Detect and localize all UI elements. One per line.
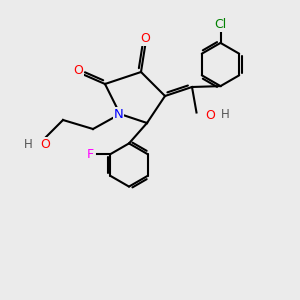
Text: H: H (220, 107, 230, 121)
Text: O: O (141, 32, 150, 46)
Text: F: F (87, 148, 94, 161)
Text: N: N (114, 107, 123, 121)
Text: O: O (73, 64, 83, 77)
Text: O: O (40, 137, 50, 151)
Text: O: O (205, 109, 215, 122)
Text: H: H (24, 137, 33, 151)
Text: Cl: Cl (214, 18, 226, 32)
